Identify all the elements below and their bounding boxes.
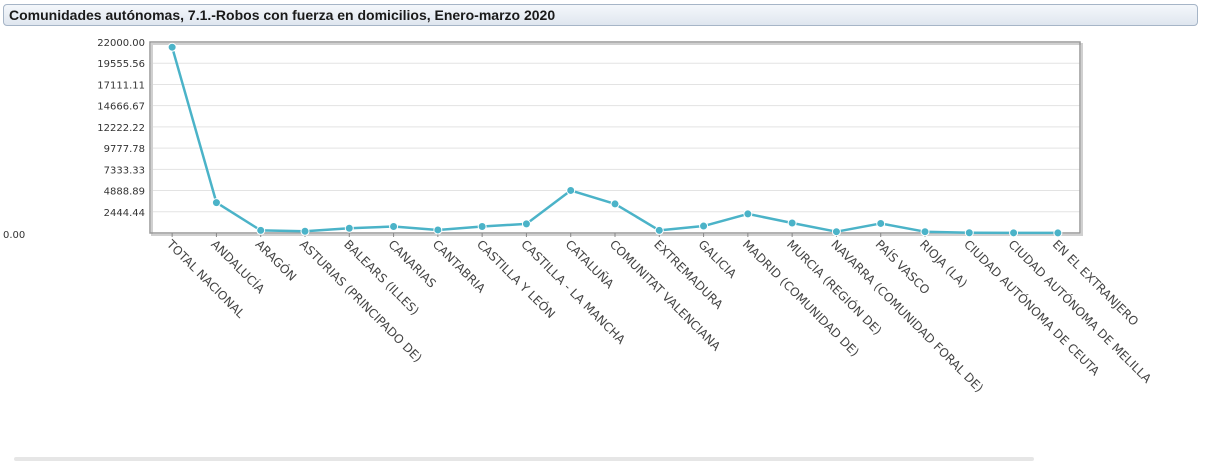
data-point[interactable] (300, 226, 310, 236)
data-point[interactable] (654, 225, 664, 235)
data-point[interactable] (433, 225, 443, 235)
x-tick-label: ARAGÓN (253, 237, 300, 284)
data-point[interactable] (167, 42, 177, 52)
y-tick-label: 14666.67 (97, 102, 145, 113)
data-point[interactable] (610, 199, 620, 209)
data-point[interactable] (521, 219, 531, 229)
y-tick-label: 12222.22 (97, 123, 145, 134)
series-points (167, 42, 1063, 238)
x-tick-label: TOTAL NACIONAL (163, 237, 247, 321)
y-tick-label: 9777.78 (104, 144, 145, 155)
y-tick-label: 2444.44 (104, 208, 145, 219)
chart-title: Comunidades autónomas, 7.1.-Robos con fu… (3, 4, 1198, 26)
data-point[interactable] (566, 185, 576, 195)
data-point[interactable] (1009, 228, 1019, 238)
horizontal-scrollbar[interactable] (14, 457, 1034, 461)
x-tick-label: BALEARS (ILLES) (341, 237, 422, 318)
data-point[interactable] (256, 225, 266, 235)
data-point[interactable] (743, 209, 753, 219)
data-point[interactable] (920, 227, 930, 237)
y-tick-label: 0.00 (3, 230, 25, 241)
data-point[interactable] (1053, 228, 1063, 238)
y-tick-label: 22000.00 (97, 38, 145, 49)
data-point[interactable] (876, 218, 886, 228)
data-point[interactable] (787, 218, 797, 228)
data-point[interactable] (831, 227, 841, 237)
plot-frame-shadow (151, 43, 1083, 236)
x-tick-label: EN EL EXTRANJERO (1050, 237, 1141, 328)
data-point[interactable] (389, 221, 399, 231)
x-tick-label: GALICIA (695, 237, 739, 281)
data-point[interactable] (964, 228, 974, 238)
x-tick-label: CASTILLA Y LEÓN (474, 237, 559, 322)
y-axis-ticks: 22000.00 19555.56 17111.11 14666.67 12222.22… (3, 38, 145, 241)
y-tick-label: 19555.56 (97, 59, 145, 70)
data-point[interactable] (477, 221, 487, 231)
data-point[interactable] (344, 223, 354, 233)
data-point[interactable] (699, 221, 709, 231)
y-tick-label: 7333.33 (104, 165, 145, 176)
y-tick-label: 4888.89 (104, 187, 145, 198)
data-point[interactable] (211, 198, 221, 208)
y-tick-label: 17111.11 (97, 80, 145, 91)
